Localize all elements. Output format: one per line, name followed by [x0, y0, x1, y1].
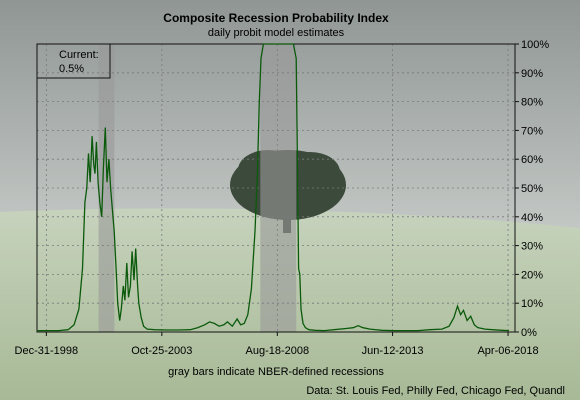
y-tick-label: 60%: [521, 154, 543, 166]
y-axis-ticks: 0% 10% 20% 30% 40% 50% 60% 70% 80% 90% 100%: [515, 39, 549, 339]
recession-band-1: [98, 44, 115, 332]
current-value-box: Current: 0.5%: [36, 43, 111, 79]
y-tick-label: 100%: [521, 39, 549, 51]
x-tick-label: Jun-12-2013: [362, 345, 424, 357]
x-tick-label: Oct-25-2003: [131, 345, 192, 357]
y-tick-label: 20%: [521, 269, 543, 281]
y-tick-label: 0%: [521, 327, 537, 339]
series-line: [37, 43, 510, 332]
y-tick-label: 80%: [521, 97, 543, 109]
y-tick-label: 70%: [521, 125, 543, 137]
x-tick-label: Aug-18-2008: [246, 345, 310, 357]
x-axis-ticks: Dec-31-1998 Oct-25-2003 Aug-18-2008 Jun-12-…: [15, 332, 539, 357]
y-tick-label: 40%: [521, 212, 543, 224]
x-tick-label: Dec-31-1998: [15, 345, 79, 357]
y-tick-label: 30%: [521, 241, 543, 253]
x-tick-label: Apr-06-2018: [477, 345, 538, 357]
y-tick-label: 90%: [521, 68, 543, 80]
y-tick-label: 50%: [521, 183, 543, 195]
chart-title: Composite Recession Probability Index: [163, 11, 389, 25]
current-value: 0.5%: [59, 63, 84, 75]
source-note: Data: St. Louis Fed, Philly Fed, Chicago…: [306, 385, 565, 397]
x-axis-label: gray bars indicate NBER-defined recessio…: [168, 366, 384, 378]
current-label: Current:: [59, 49, 99, 61]
chart-subtitle: daily probit model estimates: [208, 27, 345, 39]
y-tick-label: 10%: [521, 298, 543, 310]
grid-lines: [37, 44, 515, 332]
